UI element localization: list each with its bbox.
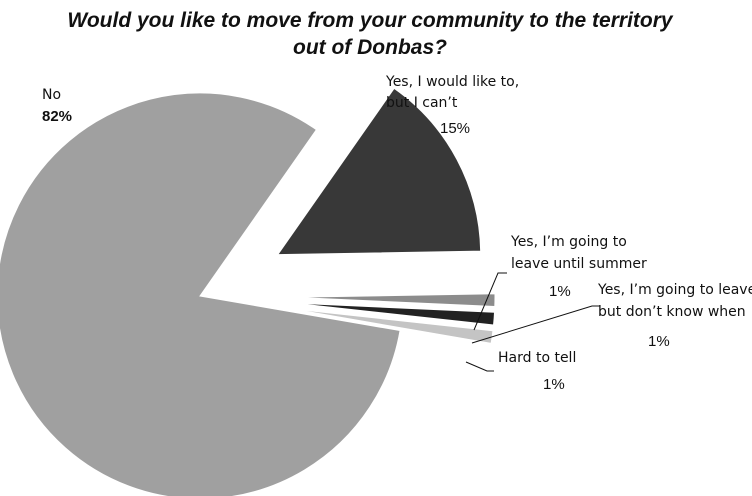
slice-value-leave-until-summer: 1% bbox=[549, 283, 571, 300]
slice-label-leave-dont-know-when-line-2: but don’t know when bbox=[598, 304, 746, 320]
pie-slice-leave-until-summer bbox=[291, 293, 496, 308]
slice-value-hard-to-tell: 1% bbox=[543, 376, 565, 393]
leader-line-leave-until-summer bbox=[473, 272, 507, 331]
pie-slice-no bbox=[0, 92, 401, 496]
slice-label-no: No bbox=[42, 87, 61, 103]
leader-line-hard-to-tell bbox=[465, 361, 494, 372]
pie-slice-leave-dont-know-when bbox=[291, 302, 496, 326]
slice-label-hard-to-tell: Hard to tell bbox=[498, 350, 576, 366]
slice-value-no: 82% bbox=[42, 108, 72, 125]
pie-slices bbox=[0, 87, 496, 496]
leader-lines bbox=[465, 272, 600, 372]
slice-label-yes-but-cant-line-1: Yes, I would like to, bbox=[385, 74, 519, 90]
slice-label-leave-dont-know-when-line-1: Yes, I’m going to leave, bbox=[597, 282, 752, 298]
leader-line-leave-dont-know-when bbox=[471, 305, 600, 344]
slice-label-yes-but-cant-line-2: but I can’t bbox=[386, 95, 458, 111]
chart-title-line-1: Would you like to move from your communi… bbox=[67, 9, 673, 32]
slice-label-leave-until-summer-line-1: Yes, I’m going to bbox=[510, 234, 627, 250]
slice-label-leave-until-summer-line-2: leave until summer bbox=[511, 256, 647, 272]
pie-slice-yes-but-cant bbox=[276, 87, 482, 256]
slice-value-yes-but-cant: 15% bbox=[440, 120, 470, 137]
chart-title-line-2: out of Donbas? bbox=[293, 36, 447, 59]
slice-value-leave-dont-know-when: 1% bbox=[648, 333, 670, 350]
